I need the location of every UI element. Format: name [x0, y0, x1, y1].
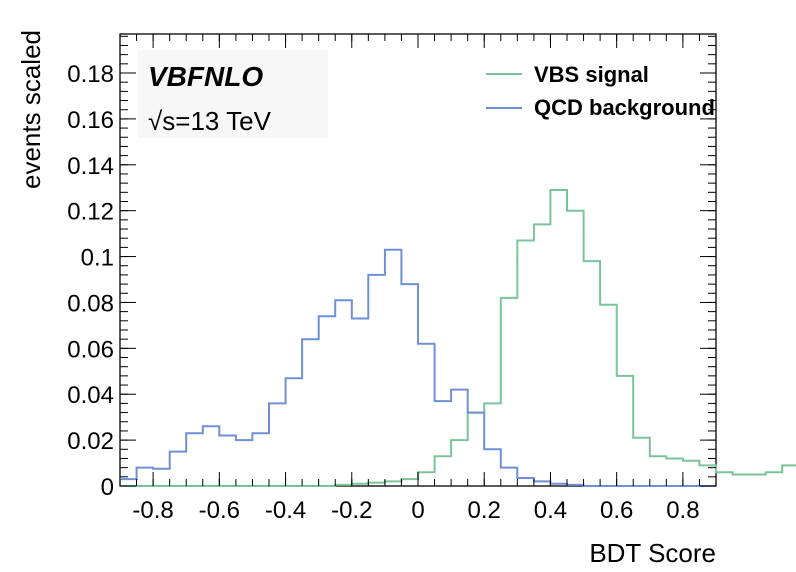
- y-tick-label: 0.08: [67, 290, 114, 317]
- legend-label-qcd-background: QCD background: [534, 95, 715, 120]
- x-tick-label: -0.6: [199, 497, 240, 524]
- y-axis-title: events scaled: [16, 30, 46, 189]
- y-tick-label: 0.06: [67, 336, 114, 363]
- y-tick-label: 0.18: [67, 61, 114, 88]
- x-tick-label: -0.2: [331, 497, 372, 524]
- legend: VBS signal QCD background: [486, 62, 715, 120]
- y-tick-label: 0.14: [67, 153, 114, 180]
- y-tick-label: 0: [101, 474, 114, 501]
- x-tick-label: 0: [411, 497, 424, 524]
- y-tick-label: 0.04: [67, 382, 114, 409]
- x-tick-label: 0.4: [534, 497, 567, 524]
- energy-label: √s=13 TeV: [148, 106, 272, 136]
- x-tick-label: -0.4: [265, 497, 306, 524]
- legend-label-vbs-signal: VBS signal: [534, 62, 649, 87]
- x-tick-label: 0.2: [468, 497, 501, 524]
- y-tick-label: 0.02: [67, 428, 114, 455]
- x-tick-label: 0.6: [600, 497, 633, 524]
- y-tick-label: 0.12: [67, 199, 114, 226]
- x-tick-label: 0.8: [666, 497, 699, 524]
- annotation-box: [138, 50, 328, 138]
- y-tick-label: 0.16: [67, 107, 114, 134]
- y-tick-label: 0.1: [81, 245, 114, 272]
- x-axis-title: BDT Score: [589, 538, 716, 568]
- tick-layer: [119, 34, 717, 487]
- series-vbs-signal: [120, 189, 796, 487]
- generator-label: VBFNLO: [148, 61, 263, 92]
- label-layer: -0.8 -0.6 -0.4 -0.2 0 0.2 0.4 0.6 0.8 0 0.02 0.04 0.…: [67, 61, 699, 524]
- x-tick-label: -0.8: [132, 497, 173, 524]
